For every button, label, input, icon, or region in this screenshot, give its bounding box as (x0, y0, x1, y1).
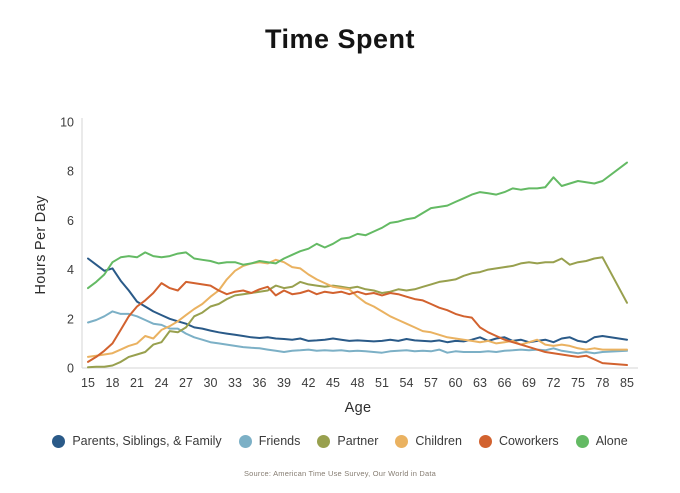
x-tick-label: 72 (547, 376, 561, 390)
x-tick-label: 48 (351, 376, 365, 390)
chart-legend: Parents, Siblings, & Family Friends Partne… (0, 434, 680, 448)
x-tick-label: 18 (106, 376, 120, 390)
legend-item: Children (395, 434, 462, 448)
x-tick-label: 21 (130, 376, 144, 390)
line-series-friends (87, 310, 628, 355)
line-series-coworkers (87, 280, 628, 366)
legend-item: Friends (238, 434, 301, 448)
x-tick-label: 33 (228, 376, 242, 390)
x-tick-label: 36 (253, 376, 267, 390)
legend-label: Coworkers (498, 434, 559, 448)
x-tick-label: 30 (204, 376, 218, 390)
legend-dot-icon (52, 434, 66, 448)
x-tick-label: 57 (424, 376, 438, 390)
legend-label: Alone (595, 434, 628, 448)
y-tick-label: 4 (67, 263, 74, 277)
legend-item: Partner (317, 434, 378, 448)
x-tick-label: 15 (81, 376, 95, 390)
x-tick-label: 24 (155, 376, 169, 390)
legend-dot-icon (478, 434, 492, 448)
y-tick-label: 10 (60, 116, 74, 130)
source-attribution: Source: American Time Use Survey, Our Wo… (243, 469, 437, 478)
x-tick-label: 78 (596, 376, 610, 390)
x-axis-title: Age (344, 400, 372, 416)
legend-dot-icon (238, 434, 252, 448)
x-tick-label: 27 (179, 376, 193, 390)
x-tick-label: 45 (326, 376, 340, 390)
legend-dot-icon (317, 434, 331, 448)
legend-label: Friends (258, 434, 301, 448)
line-series-alone (87, 161, 628, 290)
legend-dot-icon (575, 434, 589, 448)
legend-item: Coworkers (478, 434, 559, 448)
legend-label: Partner (337, 434, 379, 448)
legend-label: Children (415, 434, 462, 448)
y-tick-label: 0 (67, 362, 74, 376)
x-tick-label: 85 (620, 376, 634, 390)
x-tick-label: 42 (302, 376, 316, 390)
x-tick-label: 75 (571, 376, 585, 390)
y-axis-title: Hours Per Day (33, 195, 49, 295)
x-tick-label: 39 (277, 376, 291, 390)
x-tick-label: 63 (473, 376, 487, 390)
y-tick-label: 8 (67, 165, 74, 179)
legend-label: Parents, Siblings, & Family (72, 434, 222, 448)
line-series-partner (87, 256, 628, 369)
line-series-parents-siblings-family (87, 257, 628, 344)
line-series-children (87, 258, 628, 358)
x-tick-label: 54 (400, 376, 414, 390)
legend-item: Alone (575, 434, 628, 448)
chart-title: Time Spent (264, 24, 416, 54)
y-tick-label: 6 (67, 214, 74, 228)
x-tick-label: 66 (498, 376, 512, 390)
y-tick-label: 2 (67, 312, 74, 326)
x-tick-label: 69 (522, 376, 536, 390)
legend-item: Parents, Siblings, & Family (52, 434, 222, 448)
x-tick-label: 51 (375, 376, 389, 390)
legend-dot-icon (395, 434, 409, 448)
x-tick-label: 60 (449, 376, 463, 390)
